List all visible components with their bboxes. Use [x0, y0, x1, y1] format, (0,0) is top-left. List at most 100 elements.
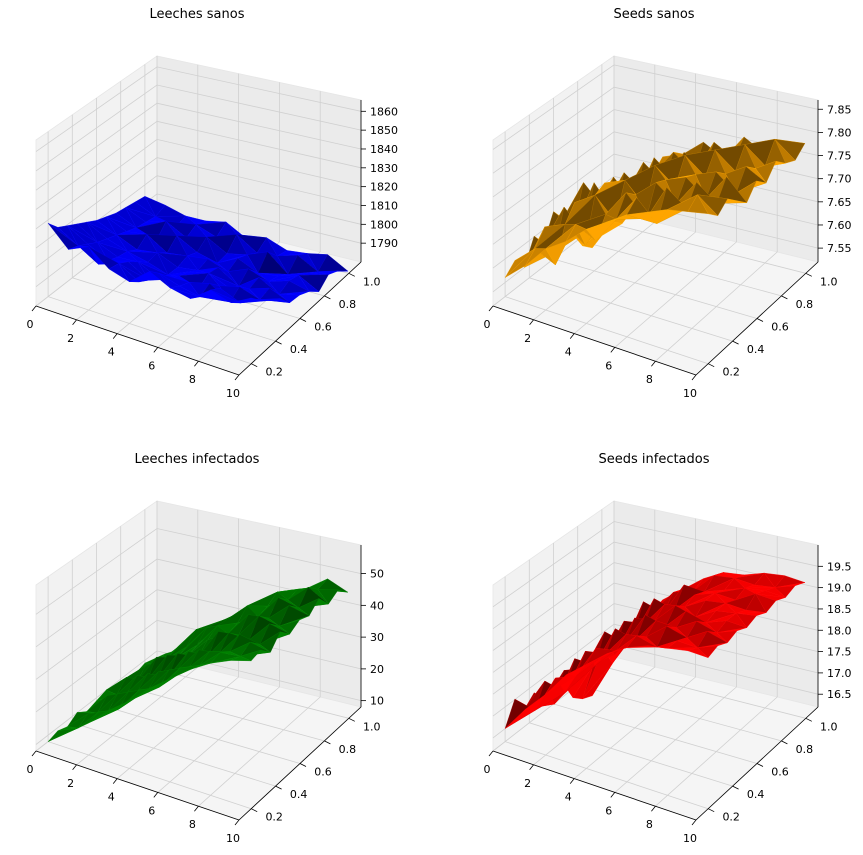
y-tick	[781, 740, 788, 745]
surface-facet	[190, 663, 211, 670]
y-tick-label: 0.8	[339, 298, 357, 311]
z-tick-label: 1800	[370, 218, 398, 231]
x-gridline	[116, 518, 240, 779]
y-tick	[732, 785, 739, 790]
z-gridline	[492, 603, 819, 695]
seeds-sanos-subplot: Seeds sanos 0 2 4 6 8 10 0.2 0.4 0.6 0.8 1.0 7.55 7.…	[484, 7, 852, 400]
surface-facet	[108, 700, 130, 711]
leeches-sanos-subplot: Leeches sanos 0 2 4 6 8 10 0.2 0.4 0.6 0.8 1.0 1790…	[27, 7, 399, 400]
x-tick	[569, 778, 575, 784]
x-tick-label: 10	[226, 832, 240, 845]
y-tick-label: 0.8	[796, 298, 814, 311]
y-gridline	[528, 559, 733, 787]
y-tick-label: 0.8	[796, 743, 814, 756]
x-tick-label: 4	[565, 791, 572, 804]
x-tick	[234, 374, 240, 381]
y-tick	[805, 717, 812, 722]
surface-facet	[149, 678, 171, 689]
leeches-sanos-tick-labels: 0 2 4 6 8 10 0.2 0.4 0.6 0.8 1.0 1790 1800 1810 1820 18…	[27, 105, 399, 400]
y-gridline	[528, 114, 733, 342]
y-tick	[708, 363, 715, 368]
z-gridline	[492, 521, 819, 608]
z-gridline	[35, 619, 362, 713]
z-gridline	[492, 109, 819, 198]
x-tick-label: 4	[108, 346, 115, 359]
z-gridline	[492, 541, 819, 630]
x-axis-line	[492, 305, 697, 376]
z-tick-label: 7.85	[827, 103, 852, 116]
y-tick-label: 0.8	[339, 743, 357, 756]
x-tick-label: 6	[148, 359, 155, 372]
y-tick-label: 0.6	[314, 321, 332, 334]
z-tick-label: 19.5	[827, 560, 852, 573]
x-gridline	[614, 82, 737, 348]
z-tick-label: 20	[370, 663, 384, 676]
x-tick	[488, 305, 494, 312]
y-tick-label: 0.4	[747, 788, 765, 801]
seeds-sanos-tick-labels: 0 2 4 6 8 10 0.2 0.4 0.6 0.8 1.0 7.55 7.60 7.65 7.70 7.…	[484, 103, 852, 400]
x-gridline	[573, 73, 696, 334]
z-tick-label: 16.5	[827, 688, 852, 701]
surface-facet	[68, 245, 89, 250]
x-tick	[31, 750, 37, 757]
z-gridline	[492, 175, 819, 269]
y-tick	[805, 272, 812, 277]
z-tick-label: 7.65	[827, 196, 852, 209]
x-tick	[651, 805, 656, 812]
z-tick-label: 40	[370, 599, 384, 612]
z-tick-label: 1840	[370, 143, 398, 156]
y-tick	[756, 763, 764, 767]
y-tick-label: 1.0	[363, 720, 381, 733]
seeds-infectados-tick-labels: 0 2 4 6 8 10 0.2 0.4 0.6 0.8 1.0 16.5 17.0 17.5 18.0 18…	[484, 560, 852, 845]
x-tick	[194, 805, 199, 812]
surface-facet	[565, 664, 587, 677]
surface-facet	[646, 209, 668, 224]
x-tick-label: 4	[108, 791, 115, 804]
z-tick-label: 1790	[370, 237, 398, 250]
y-tick-label: 1.0	[363, 275, 381, 288]
x-tick-label: 8	[189, 818, 196, 831]
y-tick-label: 0.6	[314, 766, 332, 779]
y-tick-label: 1.0	[820, 720, 838, 733]
x-tick	[529, 319, 534, 326]
x-tick-label: 6	[605, 804, 612, 817]
x-tick-label: 2	[524, 777, 531, 790]
x-tick-label: 0	[27, 763, 34, 776]
z-gridline	[35, 528, 362, 615]
x-tick	[651, 360, 656, 367]
seeds-infectados-title: Seeds infectados	[598, 452, 709, 467]
seeds-sanos-surface	[504, 136, 806, 278]
y-tick	[299, 763, 307, 767]
z-tick-label: 17.5	[827, 646, 852, 659]
z-tick-label: 1820	[370, 181, 398, 194]
y-tick-label: 0.2	[722, 811, 740, 824]
z-tick-label: 7.60	[827, 219, 852, 232]
x-tick	[72, 319, 77, 326]
x-axis-line	[492, 750, 697, 821]
leeches-infectados-title: Leeches infectados	[135, 452, 260, 467]
z-tick-label: 7.80	[827, 126, 852, 139]
leeches-sanos-surface	[47, 195, 349, 304]
z-gridline	[35, 193, 362, 288]
x-tick-label: 8	[646, 818, 653, 831]
x-tick	[691, 374, 697, 381]
x-tick	[194, 360, 199, 367]
y-tick-label: 1.0	[820, 275, 838, 288]
y-tick	[708, 808, 715, 813]
z-gridline	[35, 120, 362, 210]
z-gridline	[35, 102, 362, 191]
z-gridline	[35, 84, 362, 172]
x-gridline	[157, 527, 280, 793]
surface-facet	[525, 248, 547, 266]
surface-facet	[687, 647, 709, 658]
surface-facet	[524, 694, 546, 711]
leeches-infectados-subplot: Leeches infectados 0 2 4 6 8 10 0.2 0.4 0.6 0.8 1.…	[27, 452, 385, 845]
x-tick	[72, 764, 77, 771]
z-tick-label: 18.5	[827, 603, 852, 616]
z-tick-label: 18.0	[827, 624, 852, 637]
x-tick	[569, 333, 575, 339]
x-gridline	[157, 82, 280, 348]
x-tick-label: 10	[226, 387, 240, 400]
z-tick-label: 1860	[370, 105, 398, 118]
